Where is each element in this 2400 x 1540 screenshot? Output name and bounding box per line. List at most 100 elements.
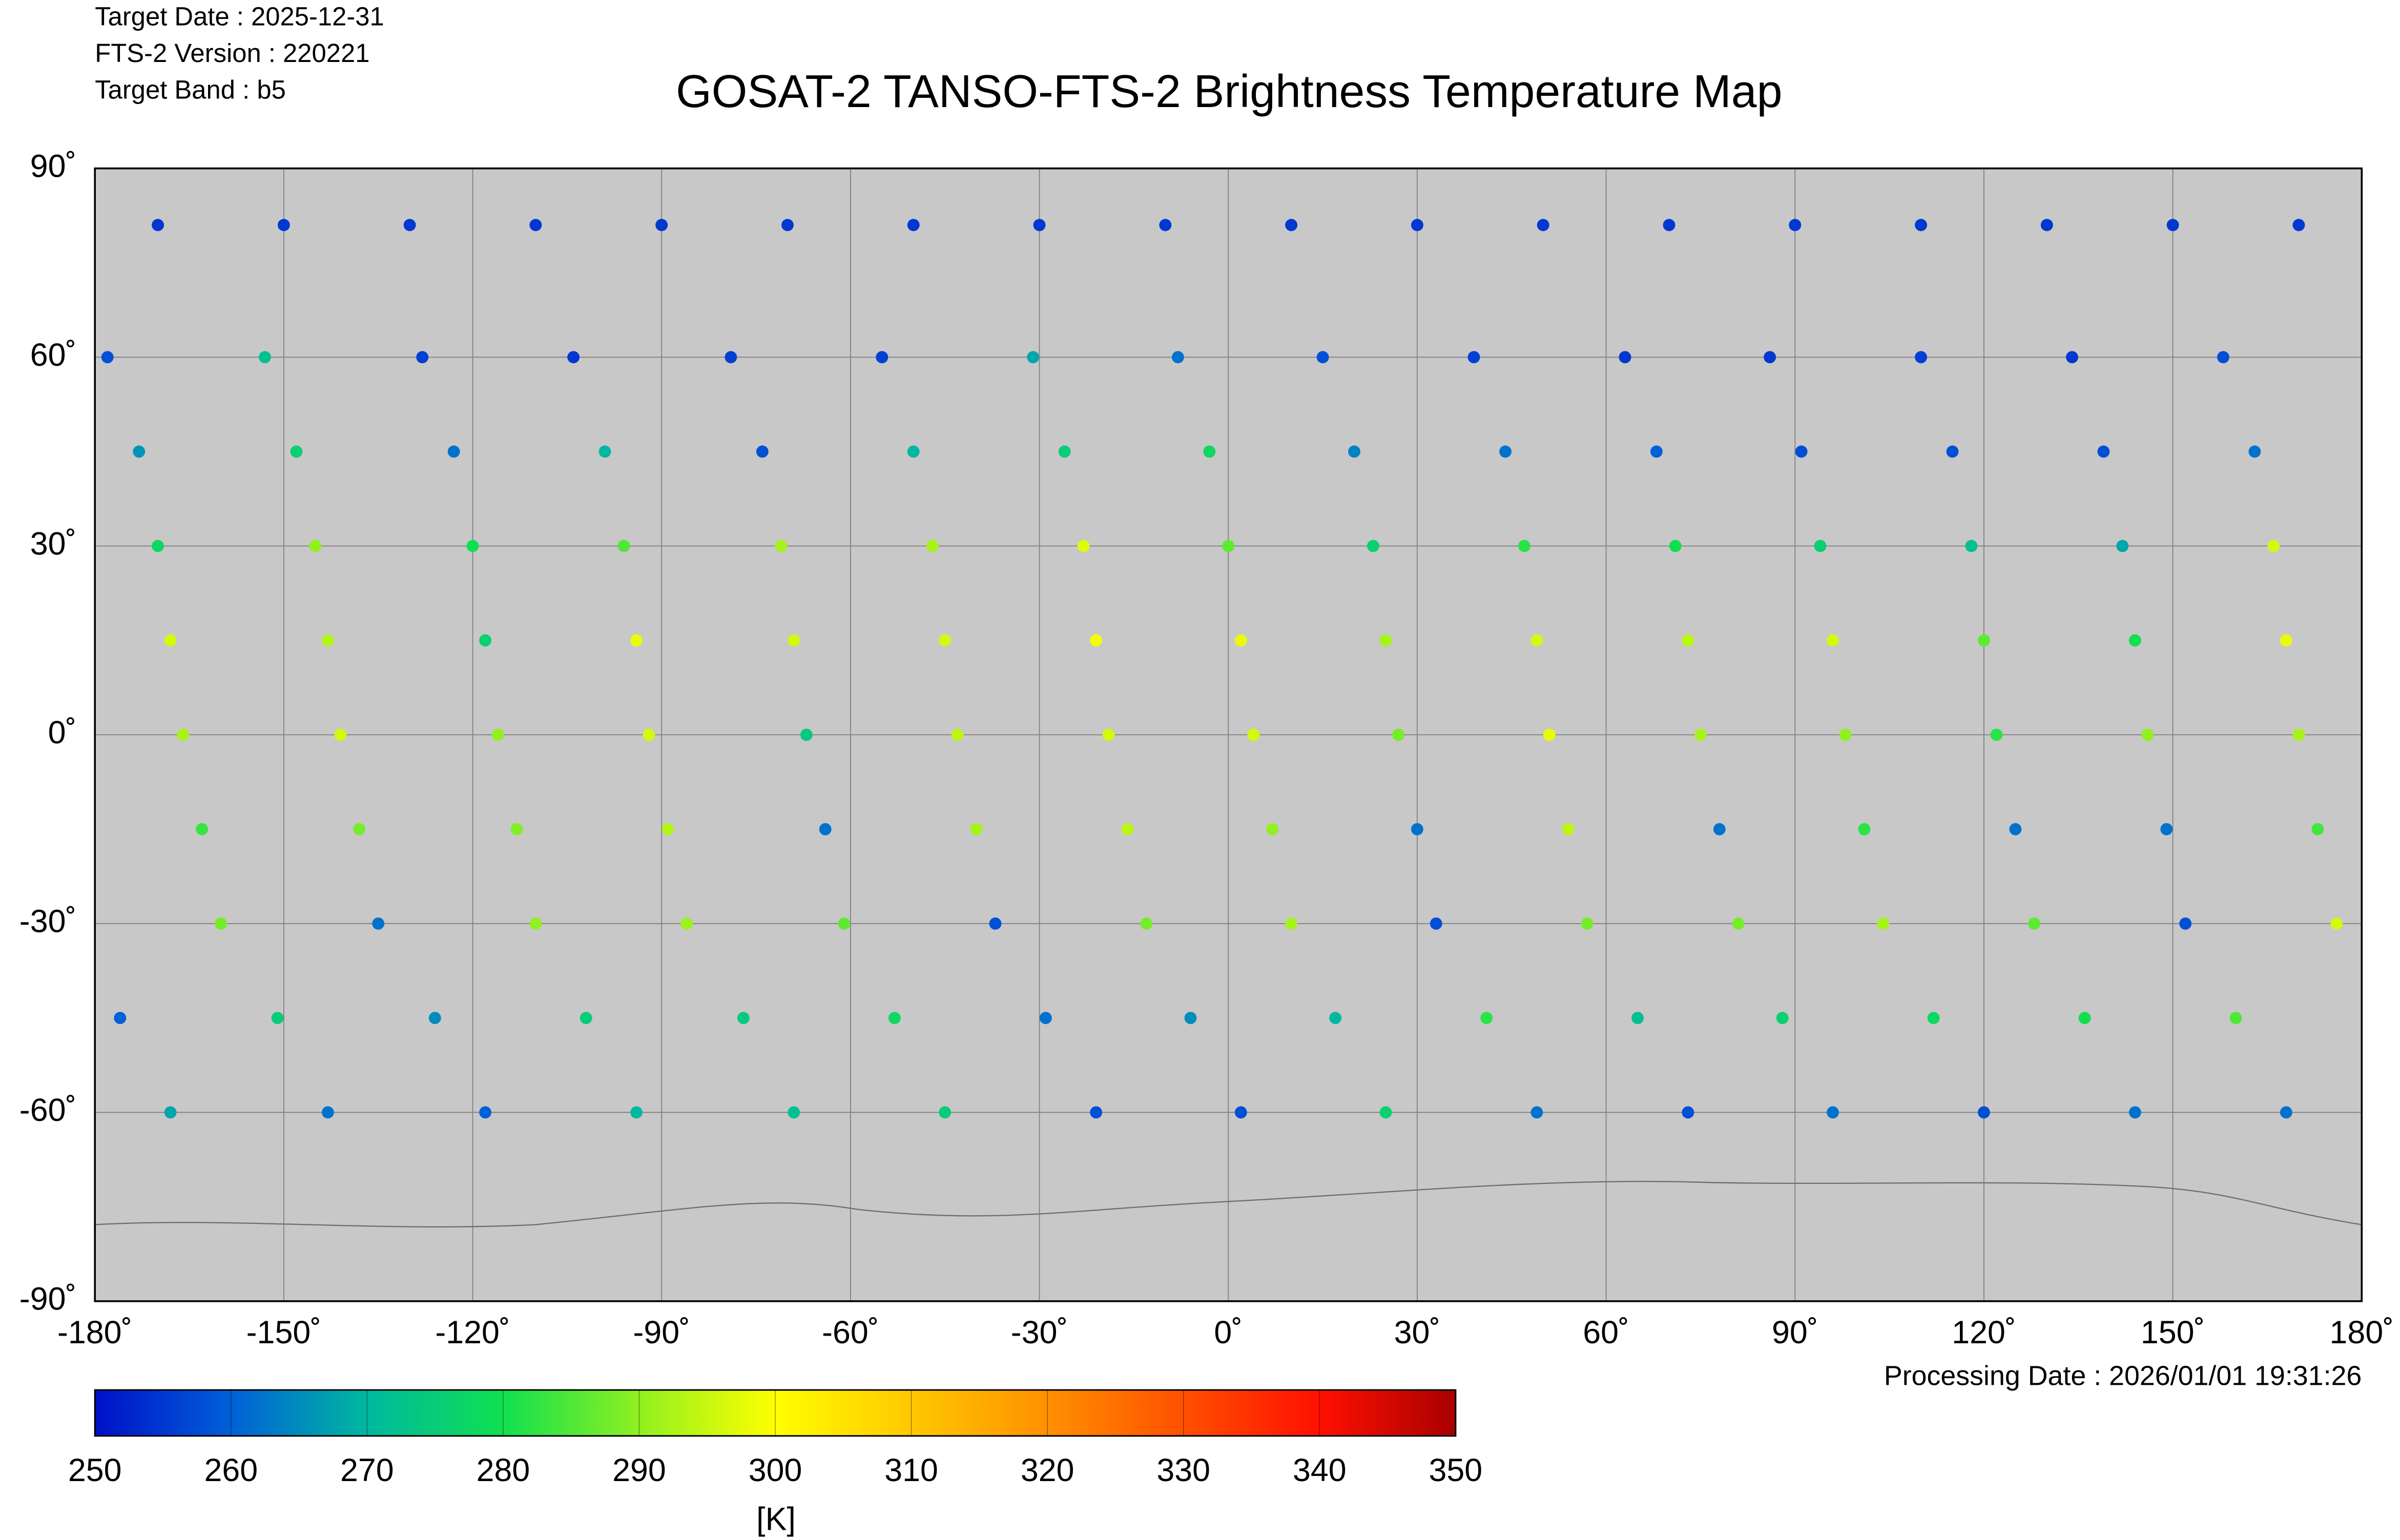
observation-dot <box>1285 219 1298 232</box>
observation-dot <box>1090 634 1103 647</box>
observation-dot <box>2040 219 2053 232</box>
observation-dot <box>939 1106 951 1119</box>
observation-dot <box>1682 634 1694 647</box>
observation-dot <box>1090 1106 1103 1119</box>
observation-dot <box>290 445 303 458</box>
observation-dot <box>2028 917 2041 930</box>
chart-title: GOSAT-2 TANSO-FTS-2 Brightness Temperatu… <box>676 66 1782 117</box>
observation-dot <box>2292 219 2305 232</box>
observation-dot <box>152 219 164 232</box>
observation-dot <box>1530 634 1543 647</box>
x-tick-label: 150˚ <box>2141 1315 2205 1350</box>
observation-dot <box>479 634 492 647</box>
observation-dot <box>321 1106 334 1119</box>
observation-dot <box>1222 539 1235 552</box>
observation-dot <box>466 539 479 552</box>
observation-dot <box>1663 219 1675 232</box>
observation-dot <box>1619 351 1631 364</box>
observation-dot <box>1392 729 1405 741</box>
observation-dot <box>907 445 920 458</box>
observation-dot <box>1682 1106 1694 1119</box>
colorbar-tick-label: 350 <box>1429 1452 1483 1488</box>
observation-dot <box>2128 634 2141 647</box>
observation-dot <box>2267 539 2280 552</box>
coastline <box>95 1180 2362 1227</box>
observation-dot <box>1247 729 1260 741</box>
observation-dot <box>907 219 920 232</box>
y-tick-label: 60˚ <box>30 337 77 373</box>
observation-dot <box>1234 1106 1247 1119</box>
observation-dot <box>1562 823 1575 836</box>
observation-dot <box>580 1012 592 1025</box>
colorbar-ticks: 250 260 270 280 290 300 310 320 330 340 350 <box>68 1390 1482 1488</box>
observation-dot <box>1839 729 1852 741</box>
observation-dot <box>1316 351 1329 364</box>
observation-dot <box>1543 729 1556 741</box>
observation-dot <box>2009 823 2022 836</box>
observation-dot <box>1537 219 1549 232</box>
colorbar-tick-label: 280 <box>477 1452 530 1488</box>
observation-dot <box>1713 823 1726 836</box>
observation-dot <box>2179 917 2192 930</box>
observation-dot <box>1694 729 1707 741</box>
colorbar <box>94 1389 1457 1437</box>
observation-dot <box>259 351 271 364</box>
y-tick-label: 0˚ <box>48 715 77 751</box>
observation-dot <box>1027 351 1040 364</box>
observation-dot <box>491 729 504 741</box>
observation-dot <box>1140 917 1153 930</box>
observation-dot <box>334 729 347 741</box>
observation-dot <box>630 1106 643 1119</box>
x-tick-label: 120˚ <box>1952 1315 2016 1350</box>
observation-dot <box>1285 917 1298 930</box>
observation-dot <box>1978 1106 1990 1119</box>
colorbar-tick-label: 300 <box>749 1452 802 1488</box>
observation-dot <box>2166 219 2179 232</box>
observation-dot <box>1367 539 1379 552</box>
observation-dot <box>800 729 813 741</box>
observation-dot <box>196 823 209 836</box>
observation-dot <box>2330 917 2343 930</box>
observation-dot <box>643 729 655 741</box>
observation-dot <box>2280 1106 2292 1119</box>
observation-dot <box>630 634 643 647</box>
observation-dot <box>2311 823 2324 836</box>
observation-dot <box>277 219 290 232</box>
observation-dot <box>970 823 983 836</box>
observation-dot <box>617 539 630 552</box>
observation-dot <box>756 445 769 458</box>
header-line: Target Band : b5 <box>95 75 286 105</box>
observation-dot <box>1480 1012 1493 1025</box>
observation-dot <box>1650 445 1663 458</box>
observation-dot <box>725 351 737 364</box>
observation-dot <box>788 634 800 647</box>
observation-dot <box>152 539 164 552</box>
observation-dot <box>1077 539 1090 552</box>
header-line: FTS-2 Version : 220221 <box>95 38 369 68</box>
observation-dot <box>876 351 888 364</box>
observation-dot <box>781 219 794 232</box>
observation-dot <box>164 1106 177 1119</box>
observation-dot <box>101 351 114 364</box>
observation-dot <box>2160 823 2173 836</box>
observation-dot <box>655 219 668 232</box>
observation-dot <box>133 445 146 458</box>
observation-dot <box>1234 634 1247 647</box>
observation-dot <box>1411 823 1423 836</box>
x-tick-label: 30˚ <box>1394 1315 1441 1350</box>
observation-dot <box>177 729 190 741</box>
observation-dot <box>1379 1106 1392 1119</box>
observation-dot <box>1669 539 1682 552</box>
observation-dot <box>567 351 580 364</box>
map-frame <box>94 167 2363 1302</box>
colorbar-tick-label: 330 <box>1156 1452 1210 1488</box>
observation-dot <box>598 445 611 458</box>
observation-dot <box>1203 445 1216 458</box>
observation-dot <box>372 917 385 930</box>
observation-dot <box>479 1106 492 1119</box>
observation-dot <box>888 1012 901 1025</box>
observation-dot <box>1159 219 1172 232</box>
colorbar-tick-label: 310 <box>884 1452 938 1488</box>
observation-dot <box>939 634 951 647</box>
